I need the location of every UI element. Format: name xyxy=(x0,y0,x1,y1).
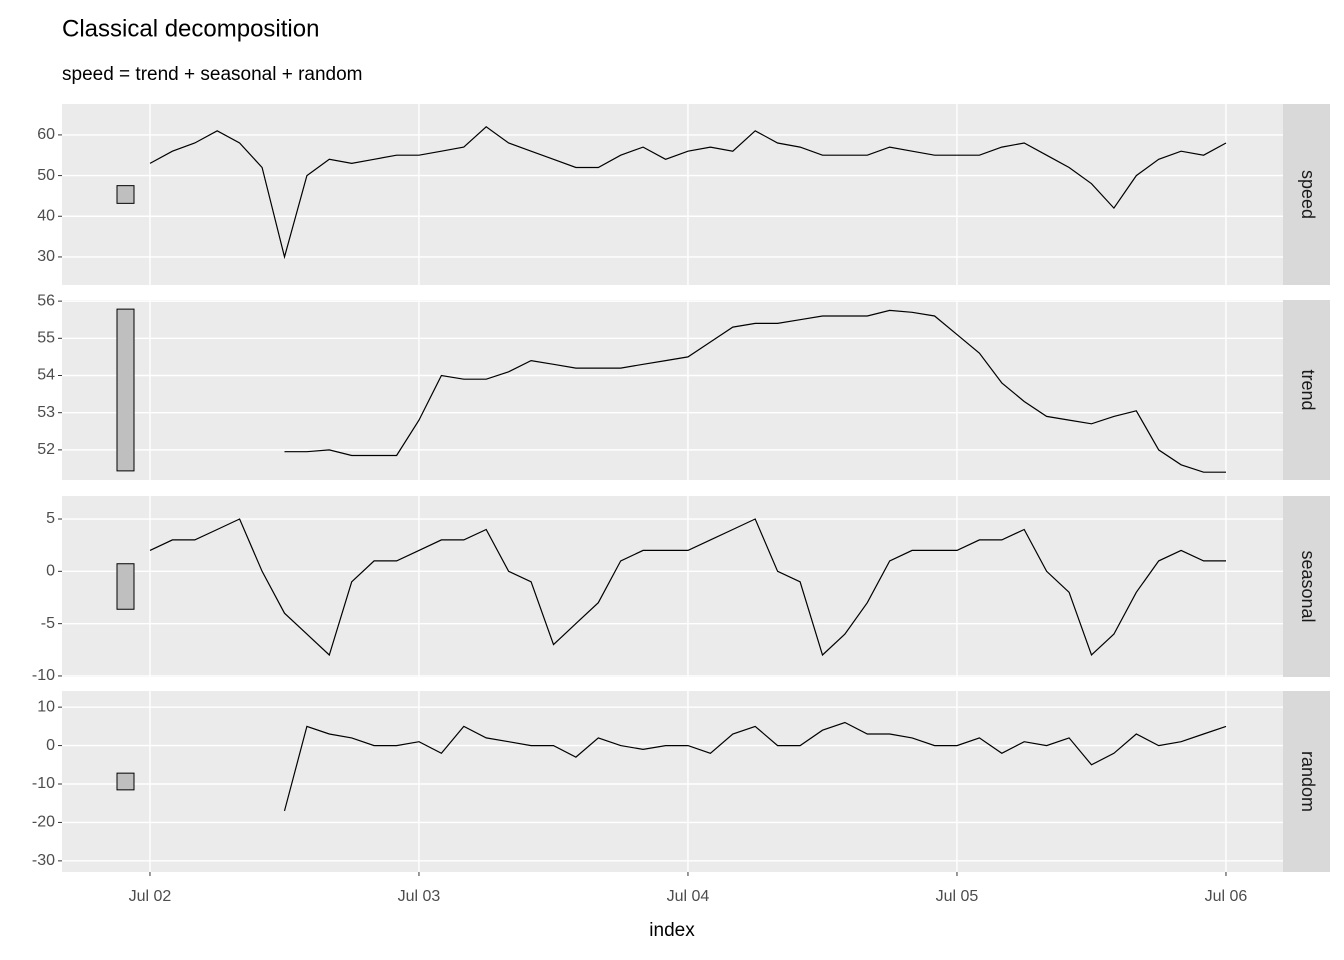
panel-background xyxy=(62,104,1283,285)
series-line xyxy=(149,518,1226,657)
y-tick-label: 5 xyxy=(46,510,55,527)
strip-background xyxy=(1283,104,1330,285)
x-tick-label: Jul 04 xyxy=(667,888,710,905)
x-tick-label: Jul 06 xyxy=(1205,888,1248,905)
y-tick-label: 53 xyxy=(37,404,55,421)
series-line xyxy=(284,309,1226,473)
scale-bar xyxy=(116,563,135,610)
chart-subtitle: speed = trend + seasonal + random xyxy=(62,64,363,85)
panel-background xyxy=(62,691,1283,872)
y-tick-label: -20 xyxy=(32,814,55,831)
y-tick-label: 50 xyxy=(37,167,55,184)
panel-background xyxy=(62,496,1283,677)
strip-background xyxy=(1283,496,1330,677)
panel-background xyxy=(62,300,1283,480)
y-tick-label: -10 xyxy=(32,667,55,684)
y-tick-label: 54 xyxy=(37,367,55,384)
y-tick-label: 55 xyxy=(37,330,55,347)
x-axis-label: index xyxy=(649,920,695,941)
strip-background xyxy=(1283,691,1330,872)
strip-background xyxy=(1283,300,1330,480)
strip-label: trend xyxy=(1298,369,1318,410)
series-line xyxy=(149,126,1227,260)
y-tick-label: -30 xyxy=(32,852,55,869)
scale-bar xyxy=(116,185,135,204)
y-tick-label: 10 xyxy=(37,698,55,715)
strip-label: random xyxy=(1298,751,1318,812)
scale-bar xyxy=(116,308,135,472)
y-tick-label: 56 xyxy=(37,292,55,309)
x-tick-label: Jul 03 xyxy=(398,888,441,905)
y-tick-label: 60 xyxy=(37,126,55,143)
y-tick-label: -10 xyxy=(32,775,55,792)
x-tick-label: Jul 02 xyxy=(129,888,172,905)
strip-label: speed xyxy=(1298,170,1318,219)
y-tick-label: 0 xyxy=(46,737,55,754)
y-tick-label: -5 xyxy=(41,615,55,632)
y-tick-label: 30 xyxy=(37,248,55,265)
scale-bar xyxy=(116,772,135,791)
chart-title: Classical decomposition xyxy=(62,15,319,42)
y-tick-label: 40 xyxy=(37,207,55,224)
strip-label: seasonal xyxy=(1298,550,1318,622)
series-line xyxy=(283,721,1227,812)
y-tick-label: 52 xyxy=(37,441,55,458)
x-tick-label: Jul 05 xyxy=(936,888,979,905)
y-tick-label: 0 xyxy=(46,563,55,580)
